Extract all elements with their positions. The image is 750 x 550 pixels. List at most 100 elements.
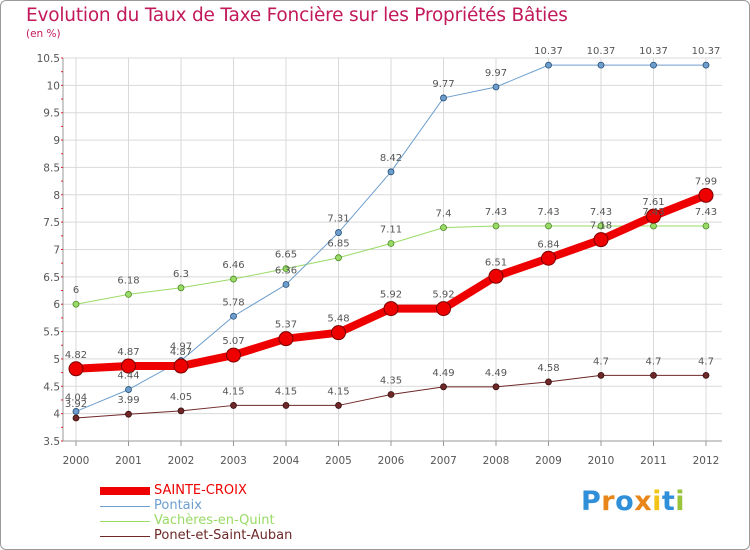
- data-label: 8.42: [380, 153, 402, 164]
- data-label: 3.92: [65, 399, 87, 410]
- legend-item: Vachères-en-Quint: [100, 513, 350, 529]
- data-point: [72, 414, 80, 422]
- data-label: 6.3: [173, 269, 189, 280]
- data-label: 4.15: [275, 386, 297, 397]
- logo-letter: t: [661, 486, 676, 517]
- legend-label: Pontaix: [154, 498, 202, 513]
- x-tick-label: 2010: [588, 455, 615, 467]
- data-point: [72, 300, 80, 308]
- data-point: [545, 222, 552, 230]
- data-label: 7.18: [590, 221, 612, 232]
- legend-swatch: [100, 520, 150, 522]
- data-point: [331, 325, 346, 341]
- data-point: [230, 402, 237, 409]
- legend-label: Vachères-en-Quint: [154, 513, 275, 528]
- data-label: 6.65: [275, 250, 297, 261]
- data-label: 9.77: [432, 79, 454, 90]
- x-tick-label: 2009: [535, 455, 562, 467]
- data-point: [702, 61, 710, 69]
- data-label: 4.7: [646, 356, 662, 367]
- data-point: [597, 222, 605, 230]
- x-tick-label: 2001: [115, 455, 142, 467]
- data-label: 4.97: [170, 342, 192, 353]
- proxiti-logo: Proxiti: [581, 486, 685, 517]
- legend-item: Pontaix: [100, 498, 350, 514]
- logo-letter: i: [652, 486, 662, 517]
- data-point: [282, 402, 290, 409]
- data-point: [440, 224, 447, 232]
- data-point: [335, 402, 342, 409]
- data-label: 6.51: [485, 257, 507, 268]
- x-tick-label: 2006: [378, 455, 405, 467]
- data-point: [121, 358, 136, 374]
- data-label: 4.49: [432, 368, 454, 379]
- y-tick-label: 3.5: [43, 436, 60, 448]
- data-point: [440, 383, 447, 391]
- data-label: 6: [73, 285, 79, 296]
- legend-swatch: [100, 487, 150, 495]
- data-point: [282, 265, 290, 273]
- data-label: 3.99: [117, 395, 139, 406]
- logo-letter: i: [675, 486, 686, 517]
- data-label: 4.15: [222, 386, 244, 397]
- data-point: [226, 347, 241, 363]
- data-label: 5.92: [432, 290, 454, 301]
- data-label: 7.11: [380, 224, 402, 235]
- y-tick-label: 6.5: [43, 272, 60, 284]
- data-label: 4.49: [485, 368, 507, 379]
- data-point: [173, 358, 189, 374]
- data-label: 6.84: [537, 239, 559, 250]
- data-label: 5.92: [380, 290, 402, 301]
- data-point: [383, 301, 399, 317]
- y-tick-label: 4.5: [43, 381, 60, 393]
- data-point: [335, 229, 342, 236]
- data-point: [545, 378, 552, 386]
- data-point: [68, 361, 84, 377]
- data-label: 10.37: [692, 46, 721, 57]
- data-point: [541, 250, 556, 266]
- data-label: 4.7: [593, 356, 609, 367]
- x-tick-label: 2012: [693, 455, 720, 467]
- data-point: [282, 281, 290, 288]
- x-tick-label: 2003: [220, 455, 247, 467]
- data-point: [646, 208, 661, 224]
- x-tick-label: 2008: [483, 455, 510, 467]
- data-point: [230, 312, 237, 320]
- chart-title: Evolution du Taux de Taxe Foncière sur l…: [26, 5, 568, 26]
- y-tick-label: 5.5: [43, 327, 60, 339]
- data-label: 9.97: [485, 68, 507, 79]
- legend-label: Ponet-et-Saint-Auban: [154, 528, 293, 543]
- data-point: [387, 168, 395, 176]
- y-tick-label: 5: [53, 354, 60, 366]
- data-point: [597, 61, 605, 69]
- data-label: 7.43: [695, 207, 717, 218]
- data-label: 7.43: [642, 207, 664, 218]
- data-point: [492, 83, 500, 91]
- logo-letter: o: [615, 486, 635, 517]
- y-tick-label: 7.5: [43, 217, 60, 229]
- data-label: 4.15: [327, 386, 349, 397]
- data-label: 4.04: [65, 392, 87, 403]
- data-label: 10.37: [587, 46, 616, 57]
- data-label: 6.18: [117, 275, 139, 286]
- data-label: 7.61: [642, 197, 664, 208]
- y-tick-label: 6: [53, 299, 60, 311]
- data-point: [440, 94, 447, 102]
- legend-label: SAINTE-CROIX: [154, 483, 247, 498]
- data-label: 7.31: [327, 214, 349, 225]
- data-point: [335, 254, 342, 262]
- legend-swatch: [100, 505, 150, 507]
- data-label: 7.43: [537, 207, 559, 218]
- legend-item: SAINTE-CROIX: [100, 483, 350, 499]
- data-point: [545, 61, 552, 69]
- data-point: [702, 371, 710, 379]
- logo-letter: P: [581, 486, 602, 517]
- logo-letter: x: [634, 486, 653, 517]
- data-label: 4.7: [698, 356, 714, 367]
- data-point: [72, 408, 80, 415]
- data-point: [387, 240, 395, 247]
- logo-letter: r: [601, 486, 616, 517]
- data-label: 10.37: [639, 46, 668, 57]
- data-point: [177, 407, 185, 415]
